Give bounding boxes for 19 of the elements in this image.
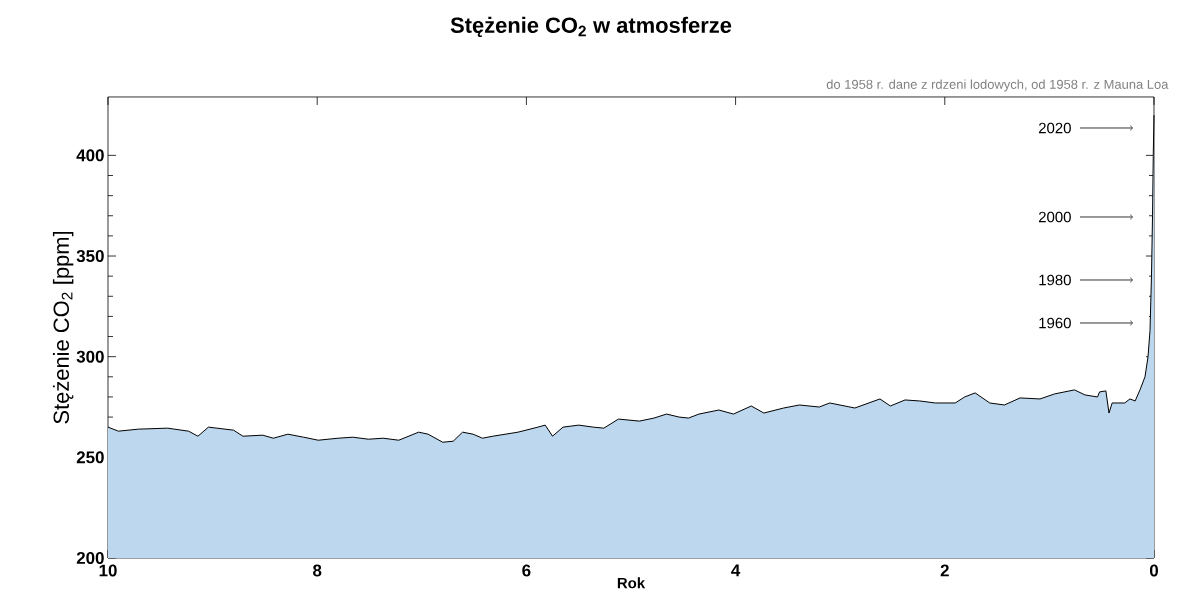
x-tick-label: 8 xyxy=(313,564,322,577)
x-tick-label: 0 xyxy=(1149,564,1158,577)
x-axis-title: Rok xyxy=(617,577,646,589)
x-tick-label: 4 xyxy=(731,564,741,577)
y-tick-label: 300 xyxy=(76,350,104,363)
x-tick-label: 6 xyxy=(522,564,531,577)
y-tick-label: 400 xyxy=(76,149,104,162)
annotation: 2020 xyxy=(1038,122,1071,134)
x-tick-label: 2 xyxy=(940,564,949,577)
annotation: 1960 xyxy=(1039,317,1071,329)
annotation: 1980 xyxy=(1039,274,1071,286)
chart-title: Stężenie CO$_{2}$ w atmosferze xyxy=(450,16,732,38)
annotation: 2000 xyxy=(1038,211,1071,223)
text: do 1958 r. dane z rdzeni lodowych, od 1958 r. z Mauna Loa xyxy=(826,79,1169,92)
y-tick-label: 250 xyxy=(76,451,104,464)
y-axis-title: Stężenie CO$_{2}$ [ppm] xyxy=(52,231,74,424)
y-tick-label: 350 xyxy=(76,250,104,263)
x-tick-label: 10 xyxy=(99,564,117,577)
y-tick-label: 200 xyxy=(76,551,104,564)
